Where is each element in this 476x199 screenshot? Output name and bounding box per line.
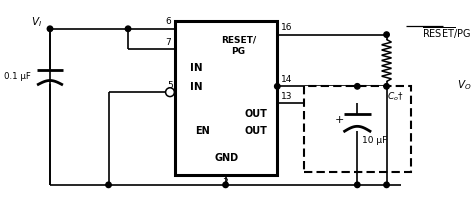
Text: 0.1 μF: 0.1 μF [4,72,30,81]
Text: $V_I$: $V_I$ [31,15,42,29]
Bar [303,86,410,172]
Circle shape [47,26,53,31]
Circle shape [125,26,130,31]
Circle shape [354,182,359,188]
Text: 10 μF: 10 μF [361,137,387,145]
Text: GND: GND [214,153,238,163]
Text: +: + [334,115,344,126]
Bar [175,21,277,175]
Text: 16: 16 [281,23,292,32]
Circle shape [383,84,388,89]
Text: $\overline{\mathregular{RESET}}$/PG: $\overline{\mathregular{RESET}}$/PG [421,26,470,41]
Circle shape [383,182,388,188]
Text: 13: 13 [281,92,292,100]
Text: 3: 3 [222,179,228,187]
Text: IN: IN [189,82,202,92]
Text: 6: 6 [165,18,170,26]
Text: 5: 5 [167,81,172,90]
Text: $V_O$: $V_O$ [456,78,470,92]
Text: PG: PG [231,47,245,56]
Text: OUT: OUT [244,109,267,119]
Text: 7: 7 [165,38,170,47]
Text: $C_o$†: $C_o$† [386,91,402,103]
Circle shape [222,182,228,188]
Circle shape [274,84,279,89]
Text: 14: 14 [281,75,292,84]
Text: RESET/: RESET/ [220,36,256,45]
Circle shape [383,32,388,37]
Circle shape [106,182,111,188]
Text: EN: EN [194,126,209,136]
Text: IN: IN [189,63,202,73]
Text: OUT: OUT [244,126,267,136]
Circle shape [354,84,359,89]
